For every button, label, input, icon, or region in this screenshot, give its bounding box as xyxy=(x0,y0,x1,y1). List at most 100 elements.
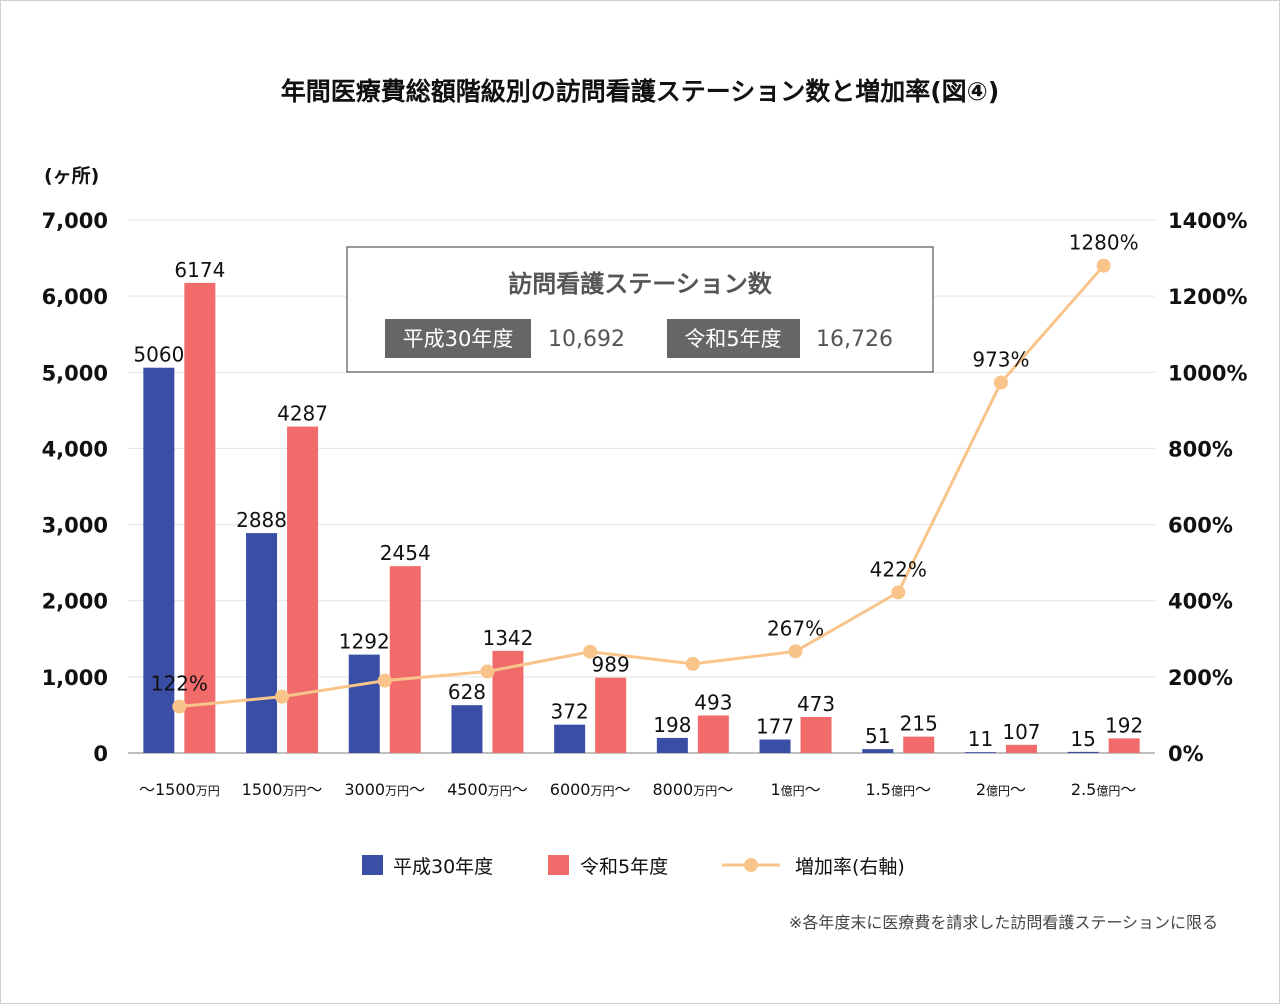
legend-swatch-h30 xyxy=(362,855,383,875)
y2-tick-label: 1400% xyxy=(1168,209,1248,233)
growth-point xyxy=(685,656,700,671)
bar-h30 xyxy=(348,654,380,753)
x-tick-label: 1億円〜 xyxy=(770,780,820,799)
y2-tick-label: 200% xyxy=(1168,666,1233,690)
summary-tag-r5: 令和5年度 xyxy=(684,327,781,351)
x-tick-label: 2.5億円〜 xyxy=(1071,780,1136,799)
x-tick-label: 1.5億円〜 xyxy=(866,780,931,799)
bar-label-r5: 192 xyxy=(1105,713,1143,737)
summary-box-title: 訪問看護ステーション数 xyxy=(508,270,773,298)
bar-h30 xyxy=(1067,751,1099,753)
bar-label-h30: 1292 xyxy=(339,630,390,654)
bar-r5 xyxy=(389,566,421,753)
legend: 平成30年度 令和5年度 増加率(右軸) xyxy=(362,855,905,878)
y-tick-label: 7,000 xyxy=(42,209,108,233)
x-tick-label: 2億円〜 xyxy=(976,780,1026,799)
x-tick-label: 6000万円〜 xyxy=(550,780,631,799)
legend-swatch-r5 xyxy=(548,855,569,875)
bar-r5 xyxy=(1108,738,1140,753)
bar-label-r5: 493 xyxy=(694,690,732,714)
summary-value-r5: 16,726 xyxy=(816,327,893,352)
bar-h30 xyxy=(759,739,791,753)
growth-label: 267% xyxy=(767,616,824,640)
legend-label-growth: 増加率(右軸) xyxy=(795,856,905,878)
bar-label-h30: 372 xyxy=(551,700,589,724)
summary-tag-h30: 平成30年度 xyxy=(403,327,514,351)
axes: 0 1,000 2,000 3,000 4,000 5,000 6,000 7,000 0% 20… xyxy=(42,209,1248,799)
bar-r5 xyxy=(1005,744,1037,753)
bar-r5 xyxy=(697,715,729,753)
bar-label-h30: 198 xyxy=(653,713,691,737)
growth-label: 1280% xyxy=(1069,231,1139,255)
y-axis-unit: (ヶ所) xyxy=(44,165,99,187)
y-tick-label: 6,000 xyxy=(42,285,108,309)
bar-h30 xyxy=(964,752,996,753)
y-tick-label: 0 xyxy=(93,742,108,766)
bars xyxy=(143,282,1140,753)
bar-r5 xyxy=(595,677,627,753)
growth-point xyxy=(583,644,598,659)
bar-label-r5: 2454 xyxy=(380,541,431,565)
summary-value-h30: 10,692 xyxy=(548,327,625,352)
y2-tick-label: 0% xyxy=(1168,742,1204,766)
growth-point xyxy=(275,689,290,704)
bar-label-r5: 215 xyxy=(900,712,938,736)
bar-r5 xyxy=(184,282,216,753)
footnote: ※各年度末に医療費を請求した訪問看護ステーションに限る xyxy=(789,913,1218,932)
bar-label-r5: 4287 xyxy=(277,402,328,426)
bar-h30 xyxy=(451,705,483,753)
bar-label-h30: 177 xyxy=(756,715,794,739)
growth-point xyxy=(480,664,495,679)
legend-marker-growth xyxy=(744,858,758,872)
bar-label-h30: 2888 xyxy=(236,508,287,532)
growth-point xyxy=(1096,258,1111,273)
bar-label-h30: 15 xyxy=(1070,727,1095,751)
bar-r5 xyxy=(287,426,319,753)
x-tick-label: 4500万円〜 xyxy=(447,780,528,799)
y-tick-label: 1,000 xyxy=(42,666,108,690)
bar-label-h30: 5060 xyxy=(133,343,184,367)
growth-point xyxy=(172,699,187,714)
x-tick-label: 1500万円〜 xyxy=(242,780,323,799)
legend-label-h30: 平成30年度 xyxy=(393,856,493,878)
growth-label: 122% xyxy=(151,672,208,696)
bar-label-h30: 628 xyxy=(448,680,486,704)
y-tick-label: 5,000 xyxy=(42,361,108,385)
y2-tick-label: 600% xyxy=(1168,514,1233,538)
growth-label: 422% xyxy=(870,557,927,581)
growth-line xyxy=(172,258,1111,714)
y2-tick-label: 1000% xyxy=(1168,361,1248,385)
bar-h30 xyxy=(143,367,175,753)
bar-r5 xyxy=(903,736,935,753)
chart-title: 年間医療費総額階級別の訪問看護ステーション数と増加率(図④) xyxy=(281,77,1000,106)
growth-point xyxy=(788,644,803,659)
y2-tick-label: 400% xyxy=(1168,590,1233,614)
y-tick-label: 3,000 xyxy=(42,514,108,538)
bar-h30 xyxy=(656,737,688,753)
y2-tick-label: 1200% xyxy=(1168,285,1248,309)
growth-point xyxy=(891,585,906,600)
bar-label-h30: 11 xyxy=(968,727,993,751)
bar-label-h30: 51 xyxy=(865,724,890,748)
growth-point xyxy=(377,673,392,688)
bar-r5 xyxy=(800,716,832,753)
bar-h30 xyxy=(246,533,278,753)
x-tick-label: 3000万円〜 xyxy=(344,780,425,799)
bar-h30 xyxy=(554,724,586,753)
bar-label-r5: 473 xyxy=(797,692,835,716)
bar-label-r5: 989 xyxy=(592,653,630,677)
x-tick-label: 8000万円〜 xyxy=(652,780,733,799)
bar-h30 xyxy=(862,749,894,753)
bar-label-r5: 6174 xyxy=(174,258,225,282)
growth-label: 973% xyxy=(972,348,1029,372)
legend-label-r5: 令和5年度 xyxy=(580,856,668,878)
y2-tick-label: 800% xyxy=(1168,437,1233,461)
x-tick-label: 〜1500万円 xyxy=(139,780,220,799)
bar-label-r5: 1342 xyxy=(482,626,533,650)
bar-label-r5: 107 xyxy=(1002,720,1040,744)
summary-box: 訪問看護ステーション数 平成30年度 10,692 令和5年度 16,726 xyxy=(346,246,934,373)
y-tick-label: 4,000 xyxy=(42,437,108,461)
growth-line-path xyxy=(179,264,1105,709)
